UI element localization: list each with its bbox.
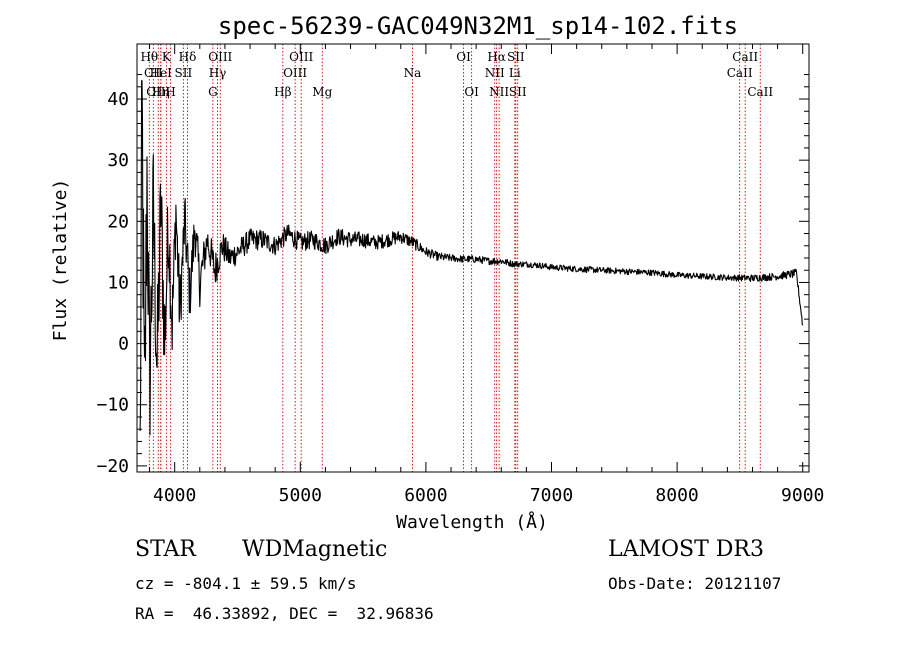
y-tick-label-1: −10 <box>96 395 129 416</box>
coordinates: RA = 46.33892, DEC = 32.96836 <box>135 604 434 623</box>
emission-line-label-12: Hβ <box>274 85 291 99</box>
emission-line-label-5: Hη <box>152 85 170 99</box>
emission-line-label-7: SII <box>174 66 192 80</box>
emission-line-label-2: OIII <box>146 85 170 99</box>
observation-date: Obs-Date: 20121107 <box>608 574 782 593</box>
emission-line-label-25: CaII <box>732 50 758 64</box>
y-tick-label-2: 0 <box>118 334 129 355</box>
emission-line-label-4: HeI <box>150 66 173 80</box>
y-tick-label-6: 40 <box>107 89 129 110</box>
x-axis: 4000 5000 6000 7000 8000 9000 <box>149 44 824 506</box>
emission-line-label-10: Hγ <box>209 66 227 80</box>
y-tick-label-3: 10 <box>107 272 129 293</box>
emission-line-label-6: H <box>165 85 175 99</box>
emission-line-label-15: Mg <box>312 85 332 99</box>
x-tick-label-2: 6000 <box>404 485 447 506</box>
emission-line-label-0: Hθ <box>140 50 158 64</box>
emission-line-label-26: CaII <box>727 66 753 80</box>
y-axis-label: Flux (relative) <box>50 179 71 342</box>
emission-line-label-9: OIII <box>208 50 232 64</box>
emission-line-label-24: SII <box>509 85 527 99</box>
y-tick-label-4: 20 <box>107 211 129 232</box>
x-tick-label-4: 8000 <box>655 485 698 506</box>
emission-line-label-13: OIII <box>289 50 313 64</box>
emission-line-labels: Hθ CII OIII K HeI HηH SII Hδ OIII Hγ G Hβ OIII OIII Mg… <box>140 50 773 99</box>
emission-line-label-18: OI <box>464 85 479 99</box>
emission-line-label-11: G <box>208 85 218 99</box>
x-tick-label-1: 5000 <box>279 485 322 506</box>
emission-line-label-23: NII <box>489 85 509 99</box>
emission-line-label-19: Hα <box>487 50 506 64</box>
emission-line-label-8: Hδ <box>179 50 197 64</box>
emission-line-label-21: NII <box>485 66 505 80</box>
emission-line-label-14: OIII <box>283 66 307 80</box>
object-subclass: WDMagnetic <box>242 537 388 562</box>
object-class: STAR <box>135 537 196 562</box>
chart-title: spec-56239-GAC049N32M1_sp14-102.fits <box>218 12 738 40</box>
spectrum-series-line <box>139 80 804 436</box>
y-tick-label-0: −20 <box>96 456 129 477</box>
emission-line-label-16: Na <box>404 66 422 80</box>
y-axis: −20 −10 0 10 20 30 40 <box>96 74 809 477</box>
x-axis-label: Wavelength (Å) <box>396 511 548 533</box>
emission-line-label-27: CaII <box>747 85 773 99</box>
emission-line-label-17: OI <box>456 50 471 64</box>
emission-line-label-1: CII <box>144 66 163 80</box>
emission-line-label-22: Li <box>509 66 521 80</box>
redshift-velocity: cz = -804.1 ± 59.5 km/s <box>135 574 357 593</box>
survey-name: LAMOST DR3 <box>608 537 764 562</box>
emission-line-label-3: K <box>162 50 172 64</box>
x-tick-label-0: 4000 <box>153 485 196 506</box>
x-tick-label-3: 7000 <box>530 485 573 506</box>
x-tick-label-5: 9000 <box>781 485 824 506</box>
y-tick-label-5: 30 <box>107 150 129 171</box>
emission-line-label-20: SII <box>507 50 525 64</box>
